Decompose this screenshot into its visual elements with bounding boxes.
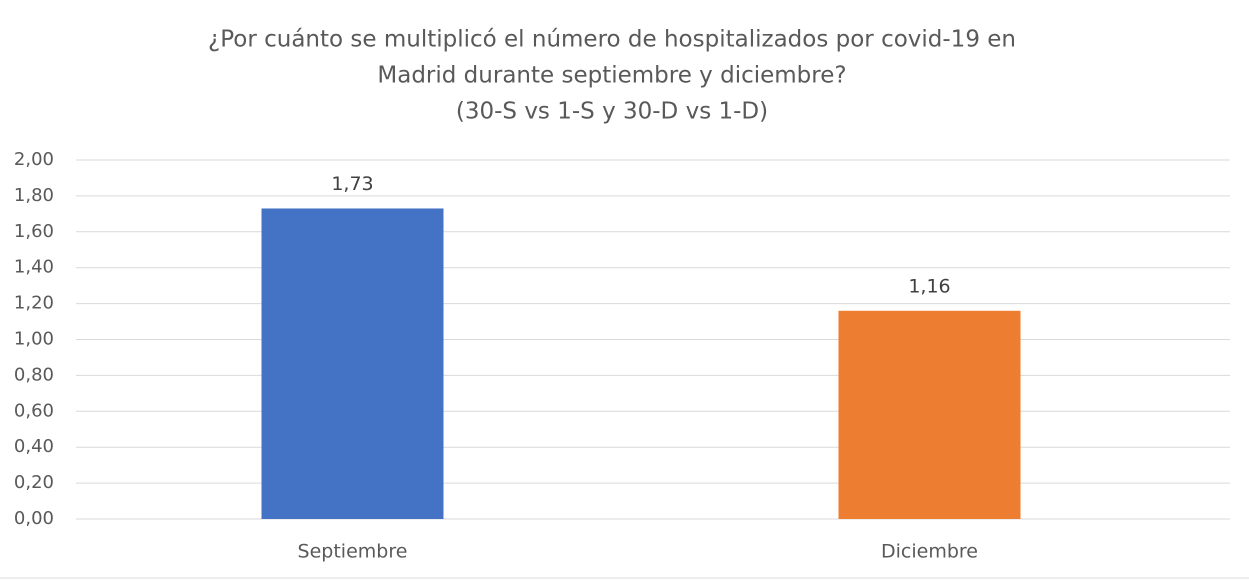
x-tick-label: Septiembre [298,541,408,563]
y-tick-label: 1,00 [14,329,54,350]
chart-title: ¿Por cuánto se multiplicó el número de h… [208,27,1016,53]
y-tick-label: 1,40 [14,257,54,278]
chart-title: Madrid durante septiembre y diciembre? [377,63,846,89]
bar [261,208,444,519]
y-tick-label: 1,80 [14,185,54,206]
y-tick-label: 1,60 [14,221,54,242]
chart-title: (30-S vs 1-S y 30-D vs 1-D) [456,99,768,125]
y-tick-label: 0,60 [14,400,54,421]
y-tick-label: 0,20 [14,472,54,493]
y-tick-label: 0,80 [14,364,54,385]
value-label: 1,16 [908,275,950,297]
bar [838,310,1021,519]
value-label: 1,73 [331,173,373,195]
x-tick-label: Diciembre [881,541,978,563]
y-tick-label: 1,20 [14,293,54,314]
y-tick-label: 2,00 [14,149,54,170]
y-tick-label: 0,40 [14,436,54,457]
y-tick-label: 0,00 [14,508,54,529]
